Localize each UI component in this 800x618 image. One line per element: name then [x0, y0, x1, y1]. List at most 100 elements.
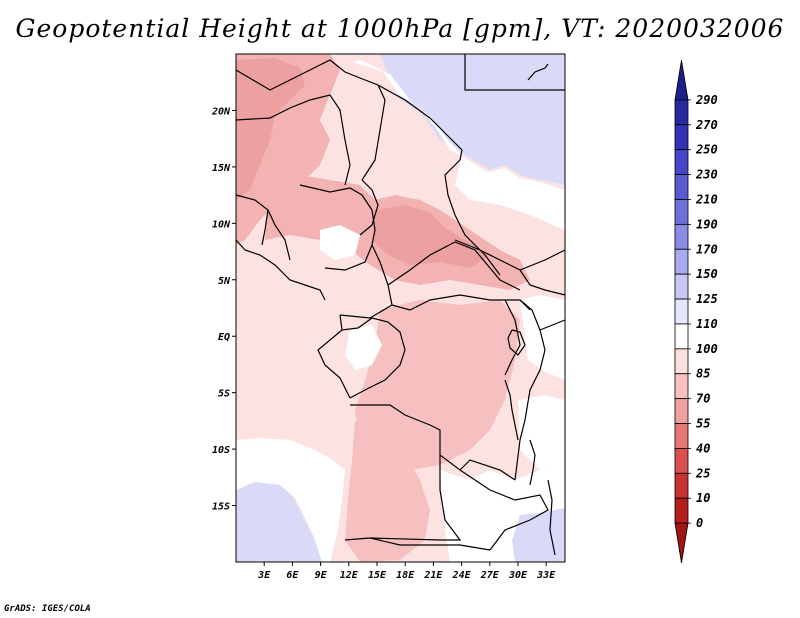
colorbar-label: 170: [696, 242, 718, 256]
y-tick-label: 5S: [218, 389, 230, 400]
y-tick-label: 15S: [212, 502, 230, 513]
colorbar-top-arrow: [674, 59, 689, 101]
colorbar-swatch: [674, 423, 689, 449]
x-tick-label: 30E: [508, 570, 528, 581]
field-white-southeast: [440, 460, 565, 562]
colorbar-swatch: [674, 323, 689, 350]
x-tick-label: 6E: [286, 570, 299, 581]
colorbar-label: 100: [696, 342, 718, 356]
y-tick-label: 15N: [212, 163, 231, 174]
colorbar-swatch: [674, 223, 689, 250]
border-mozambique: [547, 479, 556, 556]
colorbar-swatch: [674, 248, 689, 275]
colorbar-label: 210: [695, 192, 718, 206]
border-uganda: [504, 299, 521, 376]
colorbar-swatch: [674, 199, 689, 225]
colorbar-label: 125: [696, 292, 718, 306]
field-white-southwest: [236, 438, 345, 562]
x-tick-label: 15E: [368, 570, 387, 581]
x-tick-label: 18E: [396, 570, 415, 581]
red-sea-coast: [527, 63, 549, 81]
grads-credit: GrADS: IGES/COLA: [4, 604, 91, 614]
field-white-gabon: [345, 325, 382, 370]
colorbar-swatch: [674, 149, 689, 175]
colorbar-swatch: [674, 448, 689, 474]
colorbar-label: 290: [695, 93, 718, 107]
colorbar-label: 230: [695, 168, 718, 182]
map-title: Geopotential Height at 1000hPa [gpm], VT…: [15, 14, 785, 43]
y-tick-label: EQ: [218, 332, 230, 343]
colorbar-label: 150: [696, 267, 718, 281]
field-pink-chad: [372, 205, 490, 268]
border-chad-sudan: [444, 159, 501, 276]
lake-malawi: [529, 439, 536, 486]
y-tick-label: 10N: [212, 219, 231, 230]
field-white-east: [520, 295, 565, 380]
border-benin: [267, 209, 291, 261]
field-white-mozambique-channel: [518, 395, 565, 470]
border-east-africa: [514, 299, 546, 481]
border-gabon: [317, 329, 351, 399]
colorbar-label: 190: [696, 217, 718, 231]
x-tick-label: 24E: [452, 570, 472, 581]
field-white-nigeria: [320, 225, 360, 260]
border-zambia: [459, 469, 549, 551]
x-tick-label: 33E: [536, 570, 556, 581]
border-libya-chad: [377, 84, 463, 161]
border-tanzania-east: [539, 319, 566, 331]
border-algeria-niger: [235, 59, 386, 181]
lake-victoria: [507, 329, 526, 356]
colorbar-label: 25: [695, 466, 710, 480]
map-panel: [236, 54, 565, 562]
x-tick-label: 12E: [340, 570, 359, 581]
colorbar-label: 55: [696, 417, 710, 431]
colorbar-swatch: [674, 273, 689, 300]
colorbar-label: 110: [696, 317, 718, 331]
colorbar-label: 70: [696, 392, 710, 406]
y-tick-label: 20N: [211, 106, 231, 117]
field-blue-northeast: [380, 54, 565, 185]
border-car: [387, 241, 521, 291]
country-borders: [235, 54, 566, 556]
field-blue-southeast: [512, 508, 565, 562]
field-pink-dark-west: [236, 58, 305, 200]
border-sudan-ethiopia: [519, 269, 566, 296]
colorbar-swatch: [674, 398, 689, 424]
border-mali-niger: [235, 94, 351, 186]
colorbar-label: 40: [696, 441, 710, 455]
x-tick-label: 3E: [257, 570, 271, 581]
border-drc-angola: [350, 404, 516, 481]
colorbar: 2902702502302101901701501251101008570554…: [674, 59, 718, 564]
lake-tanganyika: [504, 379, 519, 441]
colorbar-label: 0: [696, 516, 703, 530]
colorbar-label: 250: [695, 143, 718, 157]
border-egypt-sudan: [464, 54, 565, 91]
field-blue-southwest: [236, 480, 322, 562]
border-sudan-ssudan: [454, 239, 566, 271]
border-angola-zambia: [369, 455, 462, 541]
colorbar-label: 270: [695, 118, 718, 132]
colorbar-label: 85: [696, 367, 710, 381]
colorbar-swatch: [674, 124, 689, 151]
border-congo: [339, 314, 406, 399]
colorbar-swatch: [674, 174, 689, 200]
x-tick-label: 21E: [423, 570, 443, 581]
y-axis: 20N 15N 10N 5N EQ 5S 10S 15S: [211, 106, 236, 513]
y-tick-label: 5N: [218, 276, 231, 287]
field-white-northeast: [352, 60, 565, 230]
colorbar-swatch: [674, 99, 689, 126]
x-axis: 3E 6E 9E 12E 15E 18E 21E 24E 27E 30E 33E: [257, 562, 556, 581]
y-tick-label: 10S: [212, 445, 230, 456]
border-angola-namibia: [344, 537, 491, 551]
colorbar-swatch: [674, 348, 689, 375]
colorbar-swatch: [674, 373, 689, 400]
border-nigeria: [299, 184, 376, 271]
x-tick-label: 9E: [315, 570, 328, 581]
colorbar-label: 10: [696, 491, 710, 505]
x-tick-label: 27E: [480, 570, 500, 581]
colorbar-swatch: [674, 497, 689, 524]
colorbar-swatch: [674, 298, 689, 325]
field-pink-angola: [345, 420, 430, 562]
border-west-coast: [235, 239, 326, 301]
